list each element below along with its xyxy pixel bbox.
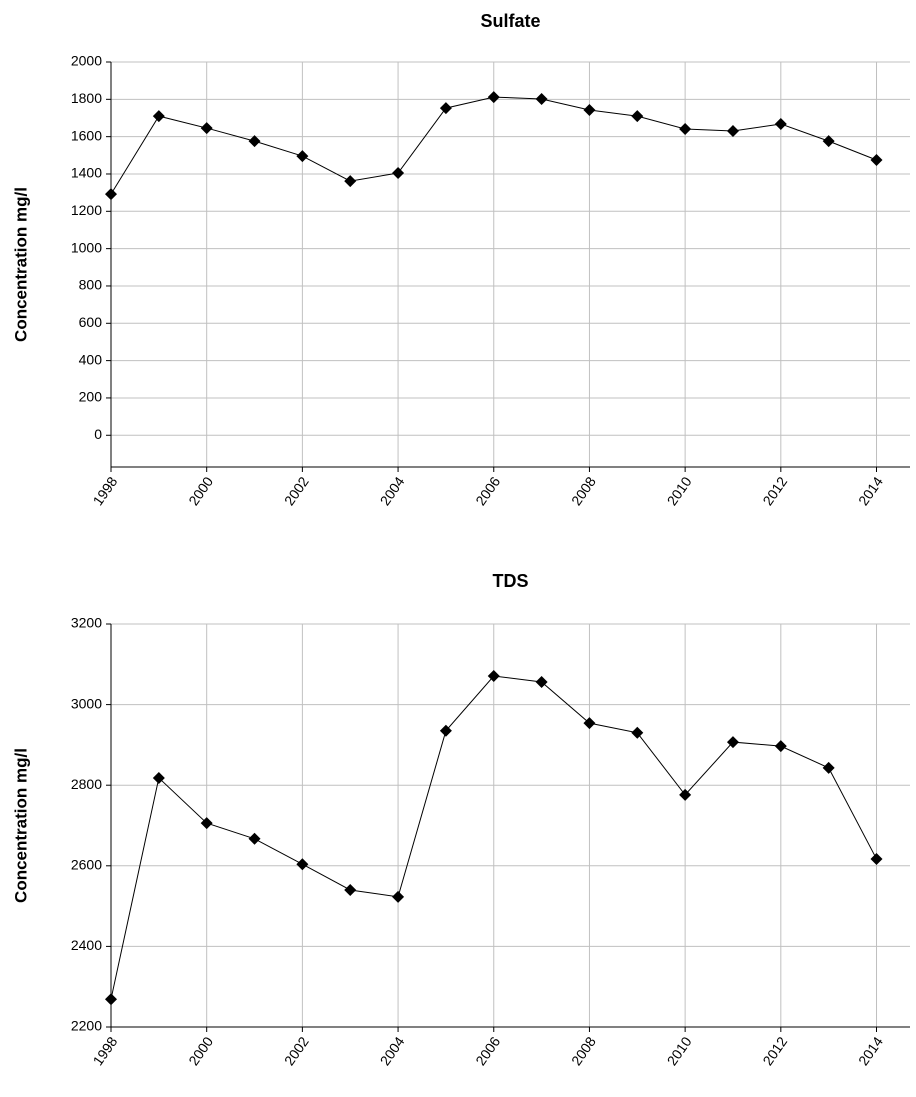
y-tick-label: 2600 [71, 857, 102, 873]
marker [152, 110, 165, 123]
x-tick-label: 2012 [759, 1034, 790, 1069]
marker [296, 150, 309, 163]
x-tick-label: 2000 [185, 474, 216, 509]
x-tick-label: 2014 [855, 474, 886, 509]
marker [248, 135, 261, 148]
y-tick-label: 0 [94, 426, 102, 442]
y-tick-label: 1600 [71, 127, 102, 143]
marker [679, 123, 692, 136]
x-tick-label: 2006 [472, 1034, 503, 1069]
marker [583, 717, 596, 730]
y-tick-label: 2000 [71, 53, 102, 69]
chart-title: TDS [493, 571, 529, 591]
y-tick-label: 1400 [71, 165, 102, 181]
x-tick-label: 2008 [568, 1034, 599, 1069]
marker [105, 993, 117, 1006]
marker [726, 125, 739, 138]
y-tick-label: 2200 [71, 1018, 102, 1034]
y-tick-label: 200 [79, 389, 103, 405]
x-tick-label: 2010 [664, 474, 695, 509]
marker [248, 832, 261, 845]
x-tick-label: 2006 [472, 474, 503, 509]
x-tick-label: 2008 [568, 474, 599, 509]
y-tick-label: 2400 [71, 937, 102, 953]
y-tick-label: 600 [79, 314, 103, 330]
marker [822, 135, 835, 148]
marker [774, 740, 787, 753]
marker [152, 771, 165, 784]
marker [535, 676, 548, 689]
marker [870, 153, 883, 166]
y-tick-label: 3000 [71, 695, 102, 711]
y-tick-label: 1800 [71, 90, 102, 106]
x-tick-label: 2012 [759, 474, 790, 509]
marker [487, 91, 500, 104]
x-tick-label: 2014 [855, 1034, 886, 1069]
x-tick-label: 1998 [90, 474, 121, 509]
y-tick-label: 1200 [71, 202, 102, 218]
marker [392, 890, 405, 903]
x-tick-label: 2000 [185, 1034, 216, 1069]
x-tick-label: 2002 [281, 1034, 312, 1069]
y-axis-label: Concentration mg/l [11, 187, 30, 342]
chart-title: Sulfate [480, 11, 540, 31]
marker [439, 102, 452, 115]
marker [679, 788, 692, 801]
y-axis-label: Concentration mg/l [11, 748, 30, 903]
marker [105, 188, 117, 201]
x-tick-label: 2002 [281, 474, 312, 509]
marker [200, 122, 213, 135]
x-tick-label: 2004 [377, 1034, 408, 1069]
marker [439, 724, 452, 737]
marker [870, 852, 883, 865]
marker [535, 92, 548, 105]
marker [631, 110, 644, 123]
marker [296, 858, 309, 871]
marker [344, 883, 357, 896]
y-tick-label: 400 [79, 351, 103, 367]
x-tick-label: 2010 [664, 1034, 695, 1069]
x-tick-label: 2004 [377, 474, 408, 509]
marker [822, 761, 835, 774]
marker [344, 175, 357, 188]
marker [583, 103, 596, 116]
y-tick-label: 3200 [71, 615, 102, 631]
y-tick-label: 1000 [71, 239, 102, 255]
y-tick-label: 2800 [71, 776, 102, 792]
marker [200, 817, 213, 830]
x-tick-label: 1998 [90, 1034, 121, 1069]
marker [774, 117, 787, 130]
marker [392, 167, 405, 180]
y-tick-label: 800 [79, 277, 103, 293]
marker [726, 736, 739, 749]
marker [631, 726, 644, 739]
marker [487, 669, 500, 682]
